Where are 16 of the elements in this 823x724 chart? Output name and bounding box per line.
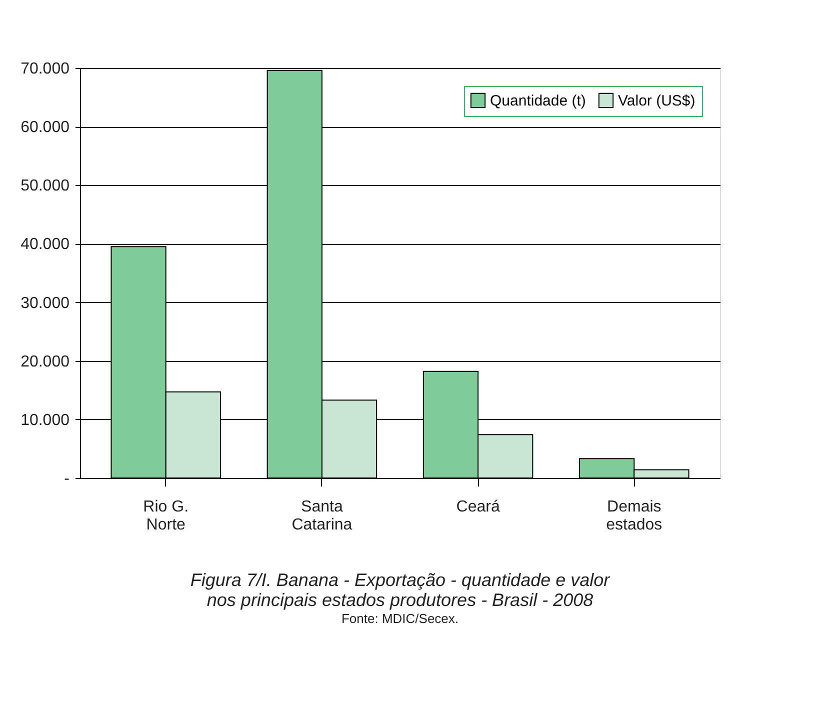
y-tick-label: 70.000	[20, 60, 70, 78]
y-tick-label: 10.000	[20, 412, 70, 429]
y-tick-label: 40.000	[20, 236, 70, 254]
x-tick-label: Demais estados	[606, 498, 662, 534]
text: Figura 7/I. Banana - Exportação - quantidade e valor nos principais estados produtores - Brasil - 2008	[190, 570, 611, 610]
y-tick-label: -	[64, 470, 70, 488]
x-tick-label: Ceará	[456, 498, 500, 516]
x-tick-label: Rio G. Norte	[143, 498, 189, 534]
source-note: Fonte: MDIC/Secex.	[341, 611, 459, 626]
y-tick-label: 60.000	[20, 119, 70, 136]
y-tick-label: 50.000	[20, 178, 70, 195]
legend-label: Quantidade (t)	[490, 92, 586, 110]
legend-label: Valor (US$)	[618, 92, 696, 110]
x-tick-label: Santa Catarina	[292, 498, 352, 534]
y-tick-label: 20.000	[20, 353, 70, 370]
y-tick-label: 30.000	[20, 294, 70, 312]
